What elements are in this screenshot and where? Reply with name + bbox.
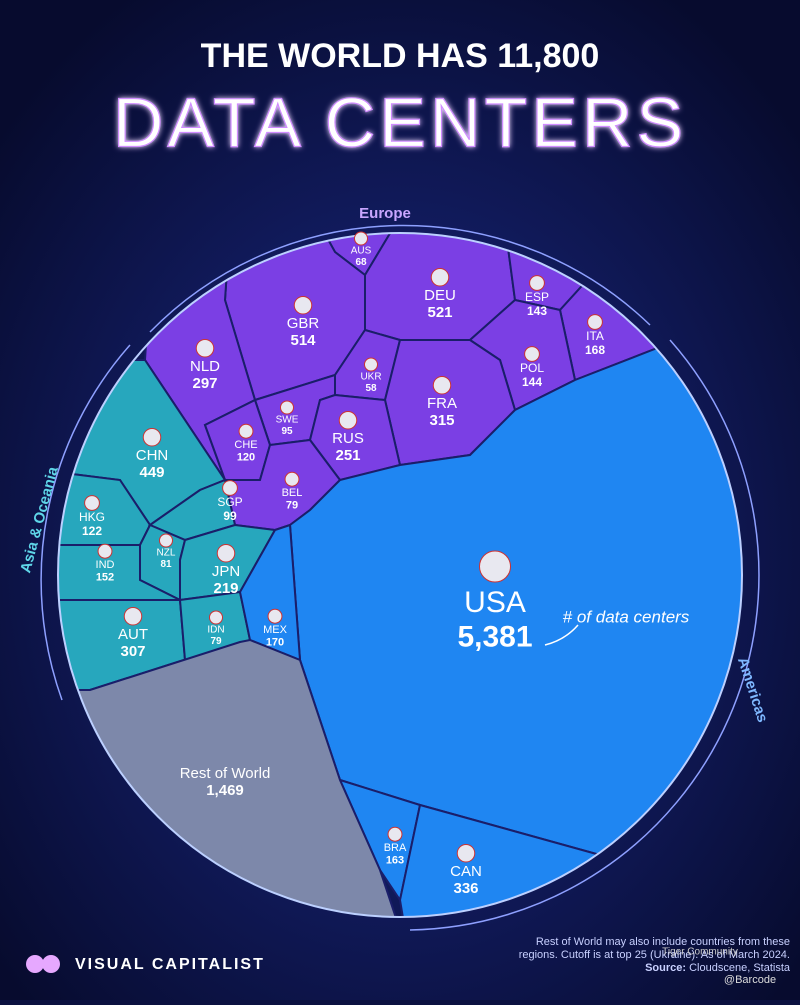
cell-name: BRA (384, 842, 407, 854)
cell-value: 144 (522, 375, 542, 389)
cell-name: NLD (190, 358, 220, 375)
brand: VISUAL CAPITALIST (26, 955, 265, 973)
flag (529, 275, 545, 291)
flag (293, 296, 313, 315)
cell-value: 120 (237, 452, 255, 464)
source: Cloudscene, Statista (689, 962, 790, 974)
annotation: # of data centers (563, 607, 690, 626)
cell-value: 5,381 (457, 620, 532, 653)
region-label: Europe (359, 205, 411, 222)
cell-value: 514 (290, 332, 316, 349)
flag (267, 608, 283, 624)
cell-name: CHN (136, 447, 169, 464)
flag (97, 543, 113, 559)
brand-logo (26, 955, 44, 973)
cell-value: 95 (281, 426, 293, 437)
cell-value: 122 (82, 524, 102, 538)
cell-value: 219 (213, 580, 238, 597)
subtitle: DATA CENTERS (113, 83, 687, 161)
cell-name: CHE (234, 439, 257, 451)
flag (222, 480, 238, 496)
region-arc (149, 224, 651, 333)
cell-name: JPN (212, 563, 240, 580)
title: THE WORLD HAS 11,800 (201, 37, 600, 75)
cell-name: ESP (525, 290, 549, 304)
footnote: Rest of World may also include countries… (500, 936, 790, 975)
note: Rest of World may also include countries… (518, 936, 790, 961)
cell (58, 544, 181, 601)
flag (524, 346, 540, 362)
cell-value: 163 (386, 855, 404, 867)
cell-name: Rest of World (180, 765, 271, 782)
cell-name: RUS (332, 430, 364, 447)
flag (284, 471, 300, 487)
cell-value: 251 (335, 447, 360, 464)
flag (338, 411, 358, 430)
watermark: Tiger Community (662, 947, 738, 958)
region-arc (409, 339, 760, 931)
cell-value: 297 (192, 375, 217, 392)
cell-value: 58 (365, 383, 377, 394)
brand-name: VISUAL CAPITALIST (75, 956, 265, 973)
flag (142, 428, 162, 447)
cell-name: SGP (217, 495, 242, 509)
cell-name: UKR (360, 372, 381, 383)
flag (364, 357, 378, 372)
flag (84, 495, 100, 511)
cell-name: IDN (207, 625, 224, 636)
cell-value: 170 (266, 637, 284, 649)
flag (354, 231, 368, 246)
cell-name: POL (520, 361, 544, 375)
cell-value: 79 (210, 636, 222, 647)
cell-name: MEX (263, 624, 288, 636)
region-arc (40, 344, 131, 701)
cell-name: AUT (118, 626, 148, 643)
cell-value: 143 (527, 304, 547, 318)
flag (456, 844, 476, 863)
cell-name: SWE (276, 415, 299, 426)
cell-name: DEU (424, 287, 456, 304)
cell-name: HKG (79, 510, 105, 524)
cell-name: BEL (282, 487, 303, 499)
flag (209, 610, 223, 625)
cell-value: 168 (585, 343, 605, 357)
cell-value: 307 (120, 643, 145, 660)
cell-value: 68 (355, 257, 367, 268)
cell-value: 449 (139, 464, 164, 481)
flag (195, 339, 215, 358)
cell-value: 152 (96, 572, 114, 584)
cell-name: ITA (586, 329, 604, 343)
flag (216, 544, 236, 563)
cell-value: 99 (223, 509, 237, 523)
cell-value: 336 (453, 880, 478, 897)
flag (479, 550, 511, 583)
flag (238, 423, 254, 439)
watermark: @Barcode (724, 974, 776, 986)
cell-value: 315 (429, 412, 454, 429)
outline (57, 232, 743, 918)
flag (432, 376, 452, 395)
flag (430, 268, 450, 287)
cell-name: AUS (351, 246, 372, 257)
cell-name: NZL (157, 548, 176, 559)
cell-name: IND (96, 559, 115, 571)
cell-value: 81 (160, 559, 172, 570)
cell-value: 1,469 (206, 782, 244, 799)
cell-name: CAN (450, 863, 482, 880)
flag (123, 607, 143, 626)
flag (587, 314, 603, 330)
cell-value: 79 (286, 500, 298, 512)
flag (280, 400, 294, 415)
source-label: Source: (645, 962, 687, 974)
cell-name: USA (464, 586, 526, 619)
brand-logo (42, 955, 60, 973)
footnote-text: Rest of World may also include countries… (500, 936, 790, 975)
cell-name: GBR (287, 315, 320, 332)
cell-name: FRA (427, 395, 457, 412)
flag (159, 533, 173, 548)
cell-value: 521 (427, 304, 452, 321)
flag (387, 826, 403, 842)
annotation-arrow (544, 624, 579, 646)
